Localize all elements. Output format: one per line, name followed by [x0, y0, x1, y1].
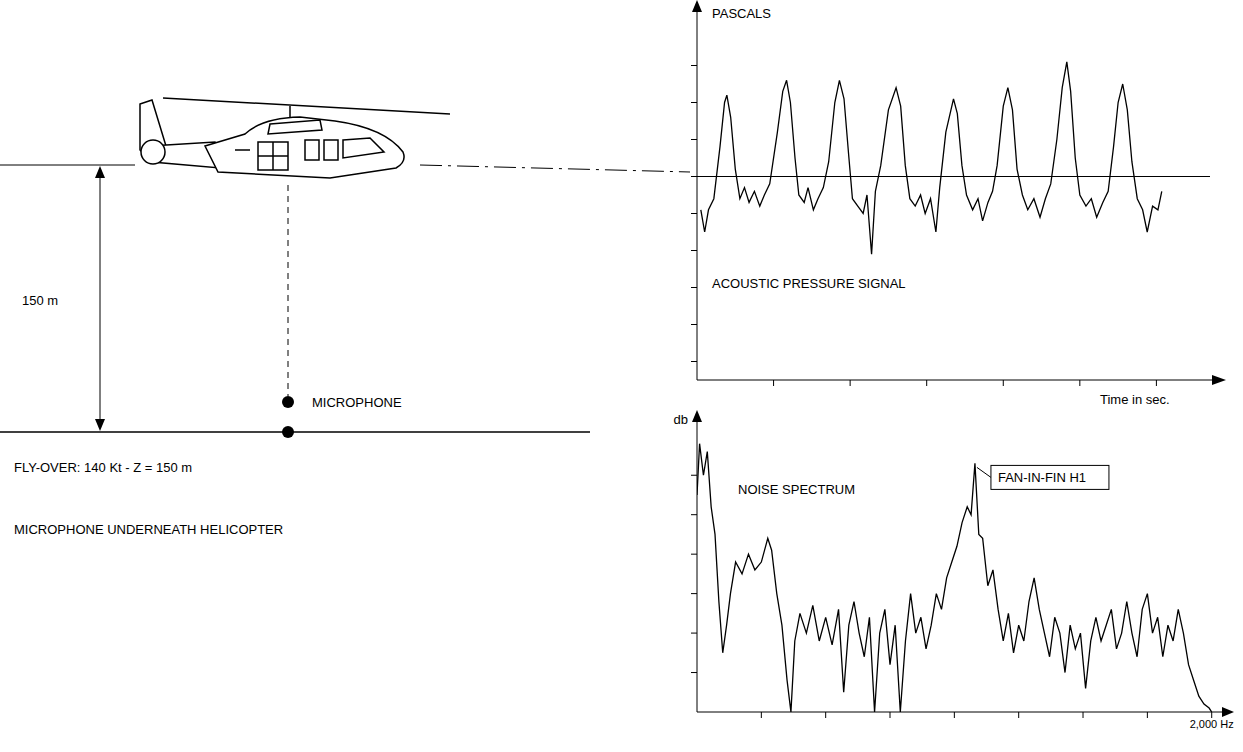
svg-text:FLY-OVER: 140 Kt - Z = 150 m: FLY-OVER: 140 Kt - Z = 150 m [14, 460, 192, 475]
svg-text:MICROPHONE UNDERNEATH HELICOPT: MICROPHONE UNDERNEATH HELICOPTER [14, 522, 283, 537]
svg-text:MICROPHONE: MICROPHONE [312, 395, 402, 410]
svg-text:ACOUSTIC PRESSURE SIGNAL: ACOUSTIC PRESSURE SIGNAL [712, 276, 906, 291]
svg-text:2,000 Hz: 2,000 Hz [1190, 718, 1234, 730]
svg-text:PASCALS: PASCALS [712, 6, 771, 21]
svg-text:db: db [674, 412, 688, 427]
svg-text:FAN-IN-FIN H1: FAN-IN-FIN H1 [998, 470, 1086, 485]
svg-text:150 m: 150 m [22, 293, 58, 308]
svg-text:Time in sec.: Time in sec. [1100, 392, 1170, 407]
svg-text:NOISE SPECTRUM: NOISE SPECTRUM [738, 482, 855, 497]
